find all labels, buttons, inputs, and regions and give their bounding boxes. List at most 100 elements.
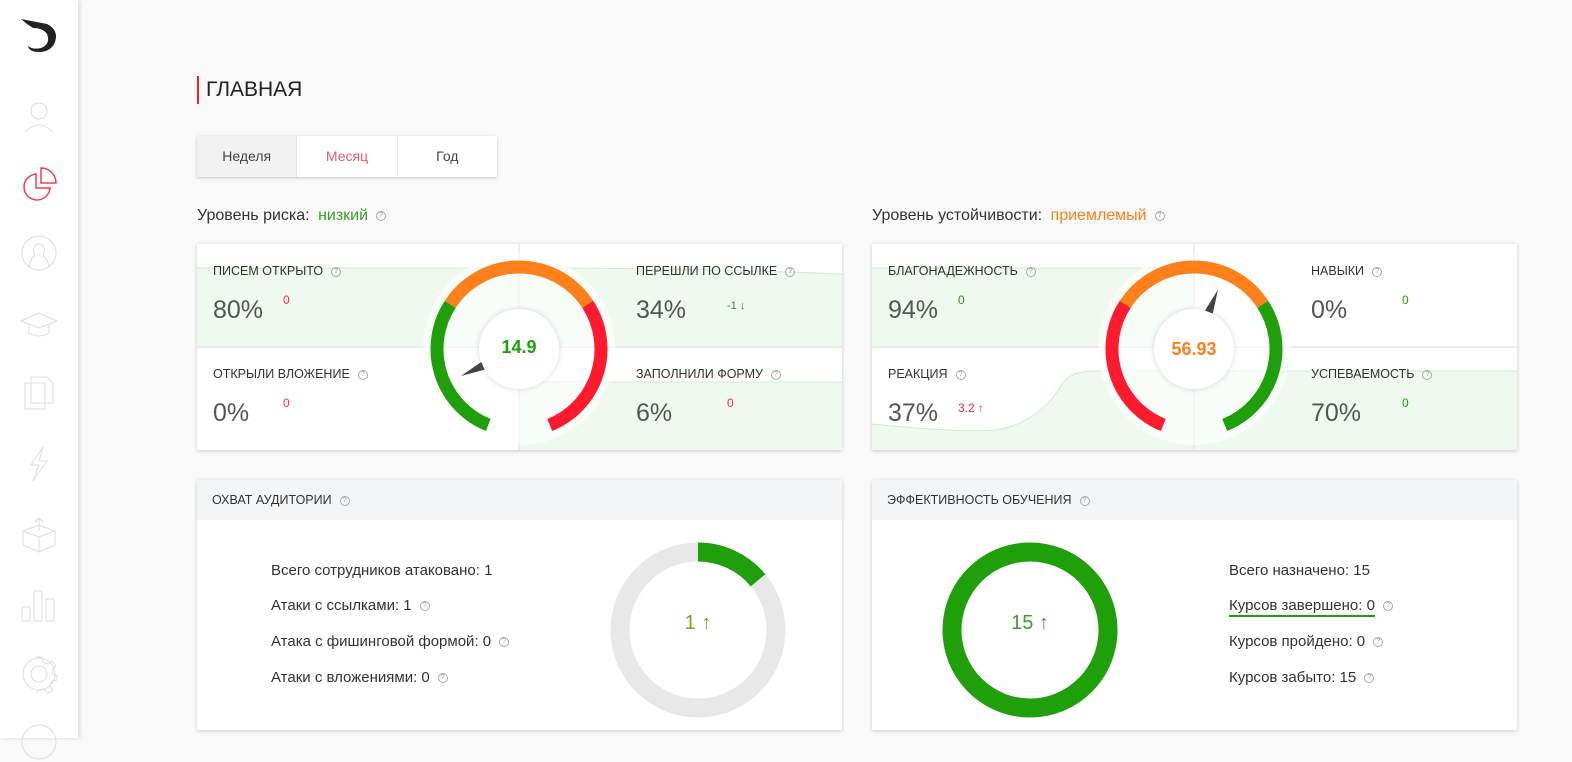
metric-delta: 0: [727, 396, 734, 410]
help-icon[interactable]: ?: [419, 601, 430, 612]
help-icon[interactable]: ?: [955, 369, 966, 380]
audience-center-value: 1 ↑: [684, 612, 712, 634]
metric-label: НАВЫКИ: [1311, 264, 1365, 278]
stat-link-attacks: Атаки с ссылками: 1?: [271, 597, 430, 614]
stat-total-attacked: Всего сотрудников атаковано: 1: [271, 562, 493, 579]
help-icon[interactable]: ?: [1372, 266, 1383, 277]
resilience-score: 56.93: [1171, 339, 1217, 359]
gauge-center: [479, 309, 559, 389]
gauge-segment: [1105, 300, 1166, 432]
help-icon[interactable]: ?: [437, 673, 448, 684]
metric-label: БЛАГОНАДЕЖНОСТЬ: [888, 264, 1018, 278]
training-center-value: 15 ↑: [1011, 612, 1049, 634]
metric-delta: 0: [283, 293, 290, 307]
help-icon[interactable]: ?: [376, 210, 387, 221]
gauge-segment: [430, 300, 491, 432]
gauge-segment: [1222, 300, 1283, 432]
metric-label: ПЕРЕШЛИ ПО ССЫЛКЕ: [636, 264, 778, 278]
training-donut: [942, 542, 1118, 718]
metric-value: 0%: [1311, 296, 1348, 324]
tab-year[interactable]: Год: [436, 148, 459, 164]
gauge-center: [1154, 309, 1234, 389]
gear-icon[interactable]: [19, 654, 59, 694]
stat-assigned: Всего назначено: 15: [1229, 562, 1370, 579]
box-icon[interactable]: [19, 515, 59, 555]
donut-fill: [942, 542, 1118, 718]
metric-value: 0%: [213, 399, 250, 427]
sidebar: [0, 0, 78, 760]
help-icon[interactable]: ?: [357, 369, 368, 380]
metric-delta: 0: [1402, 293, 1409, 307]
pie-chart-icon[interactable]: [19, 162, 59, 202]
gauge-needle: [460, 362, 485, 377]
audience-donut: [610, 542, 786, 718]
help-icon[interactable]: ?: [770, 369, 781, 380]
gauge-segment: [547, 300, 608, 432]
completed-link[interactable]: Курсов завершено: 0: [1229, 597, 1375, 617]
user-icon[interactable]: [19, 96, 59, 136]
profile-icon[interactable]: [19, 233, 59, 273]
audience-title: ОХВАТ АУДИТОРИИ: [212, 493, 332, 507]
help-icon[interactable]: ?: [339, 495, 350, 506]
metric-label: ОТКРЫЛИ ВЛОЖЕНИЕ: [213, 367, 350, 381]
training-header: ЭФФЕКТИВНОСТЬ ОБУЧЕНИЯ?: [872, 480, 1517, 520]
metric-value: 37%: [888, 399, 939, 427]
metric-emails-opened: ПИСЕМ ОТКРЫТО? 80% 0: [197, 244, 519, 347]
help-icon[interactable]: ?: [1422, 369, 1433, 380]
training-title: ЭФФЕКТИВНОСТЬ ОБУЧЕНИЯ: [887, 493, 1072, 507]
risk-score: 14.9: [501, 337, 537, 357]
help-icon[interactable]: ?: [331, 266, 342, 277]
metric-value: 80%: [213, 296, 264, 324]
help-icon[interactable]: ?: [1373, 637, 1384, 648]
donut-fill: [697, 542, 766, 587]
metric-value: 94%: [888, 296, 939, 324]
metric-link-clicked: ПЕРЕШЛИ ПО ССЫЛКЕ? 34% -1 ↓: [620, 244, 942, 347]
metric-performance: УСПЕВАЕМОСТЬ? 70% 0: [1295, 347, 1572, 450]
stat-passed: Курсов пройдено: 0?: [1229, 633, 1384, 650]
gauge-segment: [444, 260, 594, 308]
dragon-logo-icon[interactable]: [19, 16, 59, 56]
metric-attachment-opened: ОТКРЫЛИ ВЛОЖЕНИЕ? 0% 0: [197, 347, 519, 450]
page-title: ГЛАВНАЯ: [197, 76, 302, 104]
resilience-card: БЛАГОНАДЕЖНОСТЬ? 94% 0 НАВЫКИ? 0% 0 РЕАКЦИЯ?…: [872, 244, 1517, 450]
help-icon[interactable]: ?: [1382, 601, 1393, 612]
metric-delta: -1 ↓: [727, 300, 746, 312]
help-icon[interactable]: [19, 722, 59, 762]
stat-form-attacks: Атака с фишинговой формой: 0?: [271, 633, 510, 650]
metric-value: 70%: [1311, 399, 1362, 427]
gauge-segment: [1119, 260, 1269, 308]
metric-reaction: РЕАКЦИЯ? 37% 3.2 ↑: [872, 347, 1194, 450]
risk-card: ПИСЕМ ОТКРЫТО? 80% 0 ПЕРЕШЛИ ПО ССЫЛКЕ? 34%…: [197, 244, 842, 450]
resilience-gauge: [1098, 253, 1290, 445]
metric-label: ПИСЕМ ОТКРЫТО: [213, 264, 324, 278]
help-icon[interactable]: ?: [1154, 210, 1165, 221]
metric-label: ЗАПОЛНИЛИ ФОРМУ: [636, 367, 763, 381]
gauge-needle: [1205, 289, 1218, 314]
graduation-cap-icon[interactable]: [19, 303, 59, 343]
metric-form-filled: ЗАПОЛНИЛИ ФОРМУ? 6% 0: [620, 347, 942, 450]
help-icon[interactable]: ?: [1025, 266, 1036, 277]
metric-delta: 0: [958, 293, 965, 307]
metric-delta: 3.2 ↑: [958, 401, 985, 415]
tab-month[interactable]: Месяц: [297, 136, 398, 177]
help-icon[interactable]: ?: [785, 266, 796, 277]
audience-card: ОХВАТ АУДИТОРИИ? Всего сотрудников атако…: [197, 480, 842, 730]
help-icon[interactable]: ?: [1364, 673, 1375, 684]
documents-icon[interactable]: [19, 373, 59, 413]
bar-chart-icon[interactable]: [19, 585, 59, 625]
metric-value: 34%: [636, 296, 687, 324]
risk-gauge: [423, 253, 615, 445]
help-icon[interactable]: ?: [499, 637, 510, 648]
metric-delta: 0: [1402, 396, 1409, 410]
risk-level: Уровень риска: низкий?: [197, 207, 387, 225]
resilience-level-label: Уровень устойчивости:: [872, 207, 1043, 224]
lightning-icon[interactable]: [19, 443, 59, 483]
resilience-level: Уровень устойчивости: приемлемый?: [872, 207, 1165, 225]
metric-reliability: БЛАГОНАДЕЖНОСТЬ? 94% 0: [872, 244, 1194, 347]
resilience-level-value: приемлемый: [1050, 207, 1147, 224]
tab-week[interactable]: Неделя: [197, 136, 298, 177]
metric-delta: 0: [283, 396, 290, 410]
stat-forgotten: Курсов забыто: 15?: [1229, 669, 1375, 686]
help-icon[interactable]: ?: [1079, 495, 1090, 506]
stat-completed: Курсов завершено: 0?: [1229, 597, 1393, 617]
